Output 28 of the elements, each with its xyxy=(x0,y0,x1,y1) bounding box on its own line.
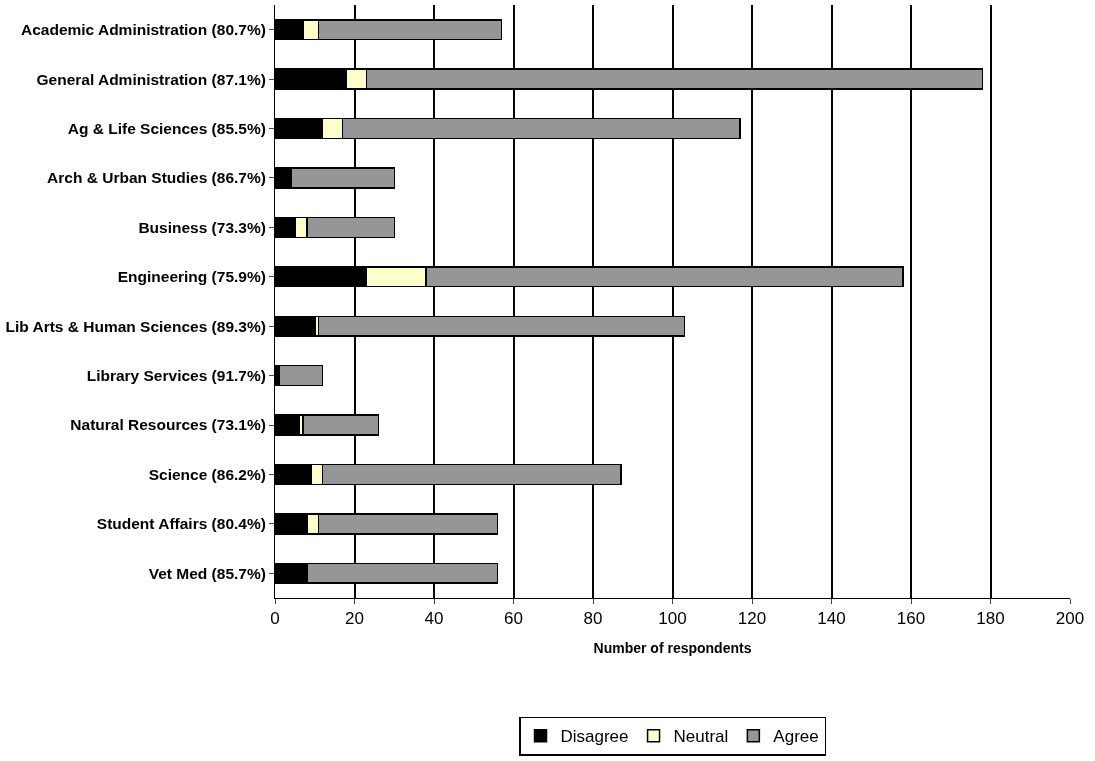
y-tick-label: Business (73.3%) xyxy=(138,218,266,236)
y-tick-label: Vet Med (85.7%) xyxy=(148,564,266,582)
x-tick-label: 60 xyxy=(504,609,523,629)
x-tick-label: 0 xyxy=(270,609,280,629)
legend-label: Disagree xyxy=(560,727,629,747)
legend-label: Agree xyxy=(773,727,819,747)
x-tick-label: 100 xyxy=(658,609,687,629)
x-axis-title: Number of respondents xyxy=(593,639,752,656)
y-tick-label: General Administration (87.1%) xyxy=(36,70,266,88)
x-tick-label: 200 xyxy=(1055,609,1085,629)
y-tick-label: Engineering (75.9%) xyxy=(117,268,266,286)
x-tick-label: 120 xyxy=(737,609,767,629)
x-tick-label: 180 xyxy=(976,609,1005,629)
y-tick-label: Student Affairs (80.4%) xyxy=(96,515,266,533)
y-tick-label: Academic Administration (80.7%) xyxy=(20,21,266,39)
y-tick-label: Science (86.2%) xyxy=(148,465,266,483)
legend-label: Neutral xyxy=(673,727,729,747)
bar xyxy=(278,364,324,387)
x-tick-label: 160 xyxy=(896,609,926,629)
y-tick-label: Arch & Urban Studies (86.7%) xyxy=(47,169,266,187)
y-tick-label: Natural Resources (73.1%) xyxy=(70,416,266,434)
x-tick-label: 80 xyxy=(583,609,603,629)
x-tick-label: 20 xyxy=(345,609,364,629)
y-tick-label: Library Services (91.7%) xyxy=(86,367,266,385)
x-tick-label: 140 xyxy=(817,609,846,629)
y-tick-label: Lib Arts & Human Sciences (89.3%) xyxy=(5,317,266,335)
x-tick-label: 40 xyxy=(424,609,444,629)
y-tick-label: Ag & Life Sciences (85.5%) xyxy=(67,119,266,137)
